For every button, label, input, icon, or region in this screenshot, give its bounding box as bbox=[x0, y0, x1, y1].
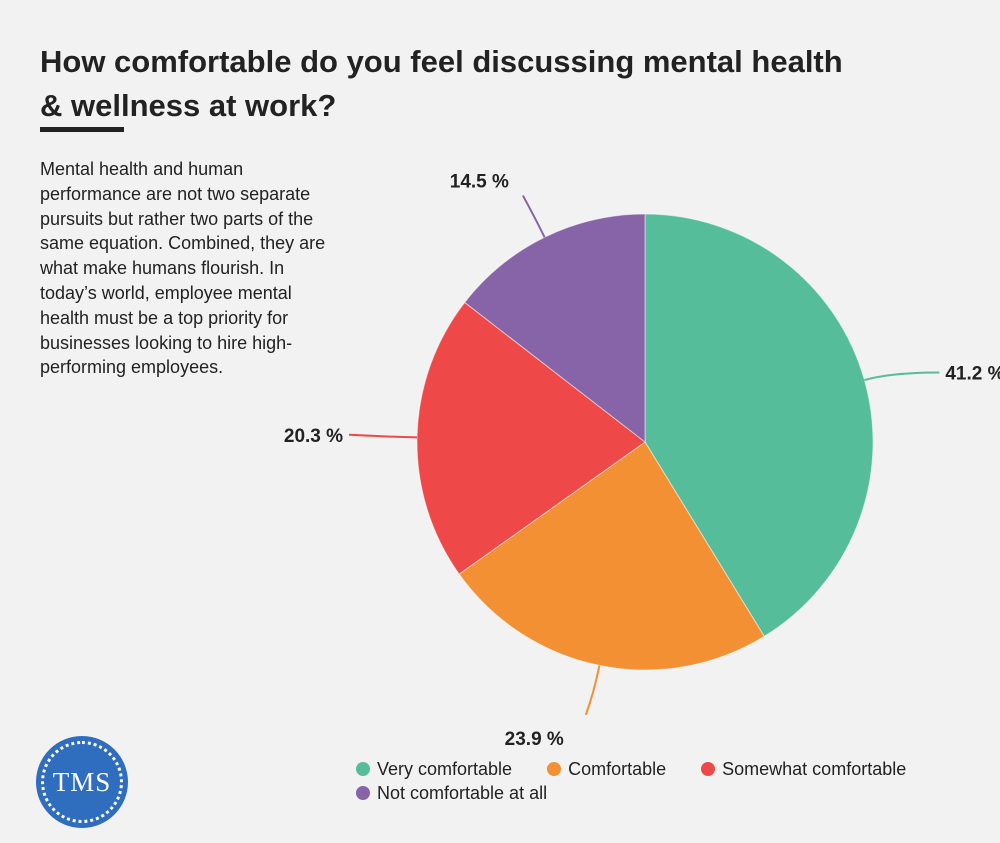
slice-data-label: 14.5 % bbox=[450, 172, 509, 193]
legend-item-somewhat-comfortable: Somewhat comfortable bbox=[701, 757, 906, 781]
leader-line bbox=[864, 371, 940, 382]
tms-logo: TMS bbox=[36, 736, 128, 828]
legend-label: Somewhat comfortable bbox=[722, 758, 907, 779]
legend-item-not-comfortable: Not comfortable at all bbox=[356, 781, 547, 805]
description-text: Mental health and human performance are … bbox=[40, 159, 326, 378]
pie-slice-very-comfortable bbox=[644, 213, 874, 638]
legend-dot-icon bbox=[547, 762, 562, 776]
leader-line bbox=[522, 195, 546, 238]
chart-legend: Very comfortable Comfortable Somewhat co… bbox=[356, 757, 956, 805]
legend-dot-icon bbox=[356, 786, 370, 800]
title-underline bbox=[40, 127, 124, 132]
leader-line bbox=[349, 433, 418, 439]
pie-slice-not-comfortable-at-all bbox=[464, 213, 646, 444]
logo-dotted-ring bbox=[41, 741, 123, 823]
legend-label: Very comfortable bbox=[377, 758, 513, 779]
chart-title: How comfortable do you feel discussing m… bbox=[40, 44, 843, 123]
slice-data-label: 20.3 % bbox=[284, 426, 343, 447]
legend-dot-icon bbox=[356, 762, 370, 776]
logo-text: TMS bbox=[52, 766, 112, 797]
leader-line bbox=[584, 665, 601, 716]
slice-data-label: 23.9 % bbox=[505, 729, 564, 750]
legend-item-comfortable: Comfortable bbox=[547, 757, 666, 781]
legend-label: Comfortable bbox=[568, 758, 667, 779]
legend-dot-icon bbox=[701, 762, 716, 776]
legend-item-very-comfortable: Very comfortable bbox=[356, 757, 512, 781]
legend-label: Not comfortable at all bbox=[377, 782, 548, 803]
slice-data-label: 41.2 % bbox=[945, 363, 1000, 384]
